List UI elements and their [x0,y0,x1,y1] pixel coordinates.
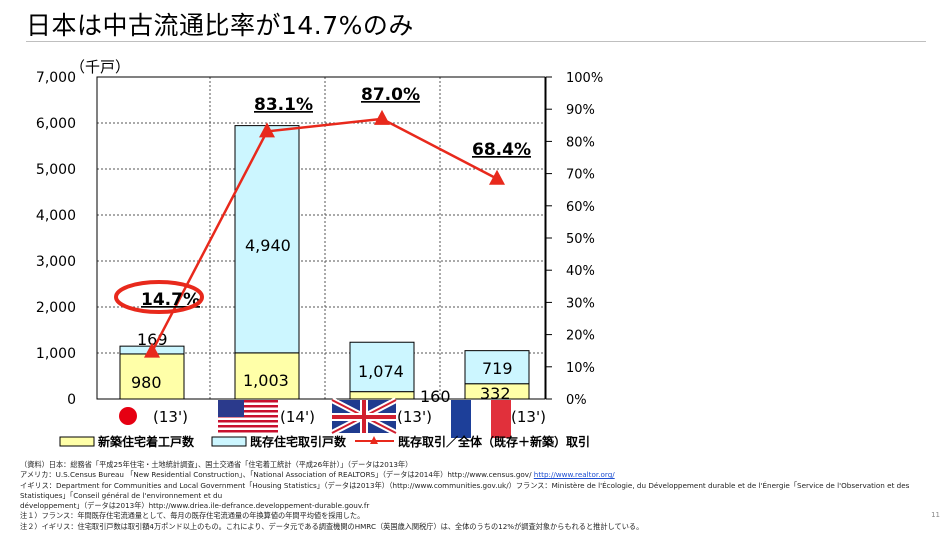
category-label: (13') [397,408,432,426]
ratio-label: 68.4% [472,140,531,160]
y2-tick-label: 90% [566,103,595,118]
bar-new-construction [119,353,185,400]
y2-tick-label: 20% [566,329,595,344]
legend-label-existing: 既存住宅取引戸数 [250,434,347,449]
y2-tick-label: 70% [566,168,595,183]
flag-france-icon [451,400,511,438]
category-label: (13') [153,408,188,426]
y-tick-label: 0 [67,392,76,408]
y2-tick-label: 40% [566,264,595,279]
category-label: (14') [280,408,315,426]
page-number: 11 [931,511,940,519]
bar-existing-transactions [234,125,300,354]
existing-transactions-label: 1,074 [358,362,404,381]
flag-usa-stripe [218,400,278,403]
y-tick-label: 5,000 [36,162,76,178]
category-label: (13') [511,408,546,426]
ratio-point-marker [259,122,275,138]
bar-existing-transactions [464,350,530,385]
new-construction-label: 160 [420,387,451,406]
highlight-circle [114,280,204,314]
y-tick-label: 7,000 [36,70,76,86]
note-france: 注１）フランス：年間既存住宅流通量として、毎月の既存住宅流通量の年換算値の年間平… [20,511,365,521]
flag-usa-stripe [218,405,278,408]
flag-usa-canton [218,400,244,417]
source-uk-france: イギリス：Department for Communities and Loca… [20,480,910,490]
flag-uk-cross-red [332,415,396,419]
y-tick-label: 6,000 [36,116,76,132]
flag-usa-stripe [218,410,278,413]
legend-marker-ratio [370,436,378,444]
y-tick-label: 4,000 [36,208,76,224]
flag-japan-disc [119,407,137,425]
title-divider [26,41,926,42]
flag-france-red [491,400,511,438]
legend-label-ratio: 既存取引／全体（既存＋新築）取引 [398,434,590,449]
y2-tick-label: 60% [566,200,595,215]
ratio-point-marker [489,169,505,185]
legend-swatch-existing [211,436,247,447]
source-france-url: développement」（データは2013年）http://www.drie… [20,501,370,511]
y2-tick-label: 10% [566,361,595,376]
flag-usa-stripe [218,420,278,423]
bar-new-construction [349,391,415,400]
flag-usa-stripe [218,415,278,418]
bar-existing-transactions [349,341,415,393]
y2-tick-label: 80% [566,135,595,150]
y2-tick-label: 0% [566,393,587,408]
new-construction-label: 980 [131,373,162,392]
flag-usa-icon [218,400,278,433]
legend-label-new-construction: 新築住宅着工戸数 [98,434,195,449]
source-notes: （資料）日本：総務省「平成25年住宅・土地統計調査」、国土交通省「住宅着工統計（… [20,460,935,532]
y2-tick-label: 100% [566,71,603,86]
existing-transactions-label: 4,940 [245,236,291,255]
flag-france-blue [451,400,471,438]
ratio-label: 14.7% [141,290,200,310]
flag-japan-icon [103,400,153,433]
y2-tick-label: 50% [566,232,595,247]
ratio-label: 83.1% [254,95,313,115]
realtor-link[interactable]: http://www.realtor.org/ [533,470,615,480]
flag-uk-icon [330,397,398,436]
units-label: （千戸） [70,58,130,76]
page-title: 日本は中古流通比率が14.7%のみ [26,11,414,40]
plot-area-frame [96,76,546,400]
y-tick-label: 2,000 [36,300,76,316]
ratio-point-marker [374,109,390,125]
source-france-cont: Statistiques」「Conseil général de l'envir… [20,490,223,500]
flag-usa-stripe [218,430,278,433]
ratio-point-marker [144,342,160,358]
flag-usa-stripe [218,425,278,428]
note-uk: 注２）イギリス：住宅取引戸数は取引額4万ポンド以上のもの。これにより、データ元で… [20,521,644,531]
y-tick-label: 1,000 [36,346,76,362]
y2-tick-label: 30% [566,296,595,311]
new-construction-label: 332 [480,384,511,403]
ratio-label: 87.0% [361,85,420,105]
source-japan: （資料）日本：総務省「平成25年住宅・土地統計調査」、国土交通省「住宅着工統計（… [20,460,413,469]
new-construction-label: 1,003 [243,371,289,390]
y-tick-label: 3,000 [36,254,76,270]
existing-transactions-label: 719 [482,359,513,378]
source-usa: アメリカ：U.S.Census Bureau 「New Residential … [20,470,615,480]
legend-swatch-new-construction [59,436,95,447]
ratio-line [150,117,498,353]
flag-france-white [471,400,491,438]
